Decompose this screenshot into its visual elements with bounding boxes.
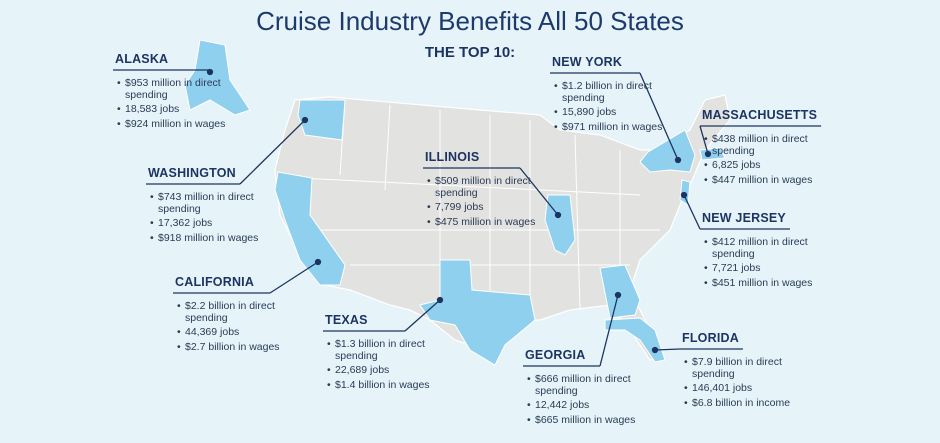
leader-line <box>654 348 681 351</box>
leader-line <box>269 261 319 294</box>
title: Cruise Industry Benefits All 50 States <box>256 6 684 36</box>
fact-list: $666 million in direct spending 12,442 jo… <box>527 373 639 429</box>
fact-list: $7.9 billion in direct spending 146,401 j… <box>684 356 796 412</box>
fact: 22,689 jobs <box>327 364 439 377</box>
leader-line <box>404 299 441 332</box>
fact-list: $953 million in direct spending 18,583 jo… <box>117 77 229 133</box>
leader-line <box>683 194 701 230</box>
fact: $953 million in direct spending <box>117 77 229 101</box>
fact: $412 million in direct spending <box>704 236 816 260</box>
fact: $2.7 billion in wages <box>177 341 289 354</box>
state-name: GEORGIA <box>525 348 586 362</box>
fact: $438 million in direct spending <box>704 133 816 157</box>
state-washington <box>297 99 346 141</box>
fact: $451 million in wages <box>704 277 816 290</box>
leader-dot <box>651 346 659 354</box>
fact: 6,825 jobs <box>704 159 816 172</box>
fact: 146,401 jobs <box>684 382 796 395</box>
leader-dot <box>301 116 309 124</box>
fact: $7.9 billion in direct spending <box>684 356 796 380</box>
leader-dot <box>314 258 322 266</box>
state-new-york <box>639 129 696 173</box>
leader-dot <box>674 156 682 164</box>
state-name: WASHINGTON <box>148 166 236 180</box>
leader-line <box>239 119 306 185</box>
state-name: NEW JERSEY <box>702 211 786 225</box>
fact-list: $2.2 billion in direct spending 44,369 jo… <box>177 300 289 356</box>
fact: $665 million in wages <box>527 414 639 427</box>
fact: 7,799 jobs <box>427 201 539 214</box>
fact: $475 million in wages <box>427 216 539 229</box>
fact: $924 million in wages <box>117 118 229 131</box>
state-name: NEW YORK <box>552 55 623 69</box>
fact: $1.4 billion in wages <box>327 379 439 392</box>
state-name: FLORIDA <box>682 331 739 345</box>
state-name: TEXAS <box>325 313 368 327</box>
subtitle: THE TOP 10: <box>424 44 516 61</box>
fact: 15,890 jobs <box>554 106 666 119</box>
fact: 44,369 jobs <box>177 326 289 339</box>
fact: 18,583 jobs <box>117 103 229 116</box>
leader-dot <box>436 296 444 304</box>
fact: $918 million in wages <box>150 232 262 245</box>
fact-list: $412 million in direct spending 7,721 job… <box>704 236 816 292</box>
fact: 12,442 jobs <box>527 399 639 412</box>
fact-list: $1.3 billion in direct spending 22,689 jo… <box>327 338 439 394</box>
state-georgia <box>599 264 641 319</box>
fact: $666 million in direct spending <box>527 373 639 397</box>
fact-list: $438 million in direct spending 6,825 job… <box>704 133 816 189</box>
state-name: ALASKA <box>115 52 169 66</box>
state-name: ILLINOIS <box>425 150 480 164</box>
leader-dot <box>554 211 562 219</box>
fact: 7,721 jobs <box>704 262 816 275</box>
state-illinois <box>544 194 576 256</box>
state-name: CALIFORNIA <box>175 275 255 289</box>
leader-dot <box>680 191 688 199</box>
leader-dot <box>614 291 622 299</box>
fact: $6.8 billion in income <box>684 397 796 410</box>
fact-list: $509 million in direct spending 7,799 job… <box>427 175 539 231</box>
leader-line <box>599 294 619 367</box>
state-california <box>274 171 346 286</box>
fact: $971 million in wages <box>554 121 666 134</box>
fact: $1.3 billion in direct spending <box>327 338 439 362</box>
fact: $447 million in wages <box>704 174 816 187</box>
fact: $1.2 billion in direct spending <box>554 80 666 104</box>
fact: $2.2 billion in direct spending <box>177 300 289 324</box>
state-name: MASSACHUSETTS <box>702 108 818 122</box>
fact: 17,362 jobs <box>150 217 262 230</box>
state-florida <box>604 317 666 363</box>
state-texas <box>419 259 536 366</box>
fact-list: $1.2 billion in direct spending 15,890 jo… <box>554 80 666 136</box>
fact-list: $743 million in direct spending 17,362 jo… <box>150 191 262 247</box>
fact: $743 million in direct spending <box>150 191 262 215</box>
fact: $509 million in direct spending <box>427 175 539 199</box>
leader-dot <box>206 68 214 76</box>
